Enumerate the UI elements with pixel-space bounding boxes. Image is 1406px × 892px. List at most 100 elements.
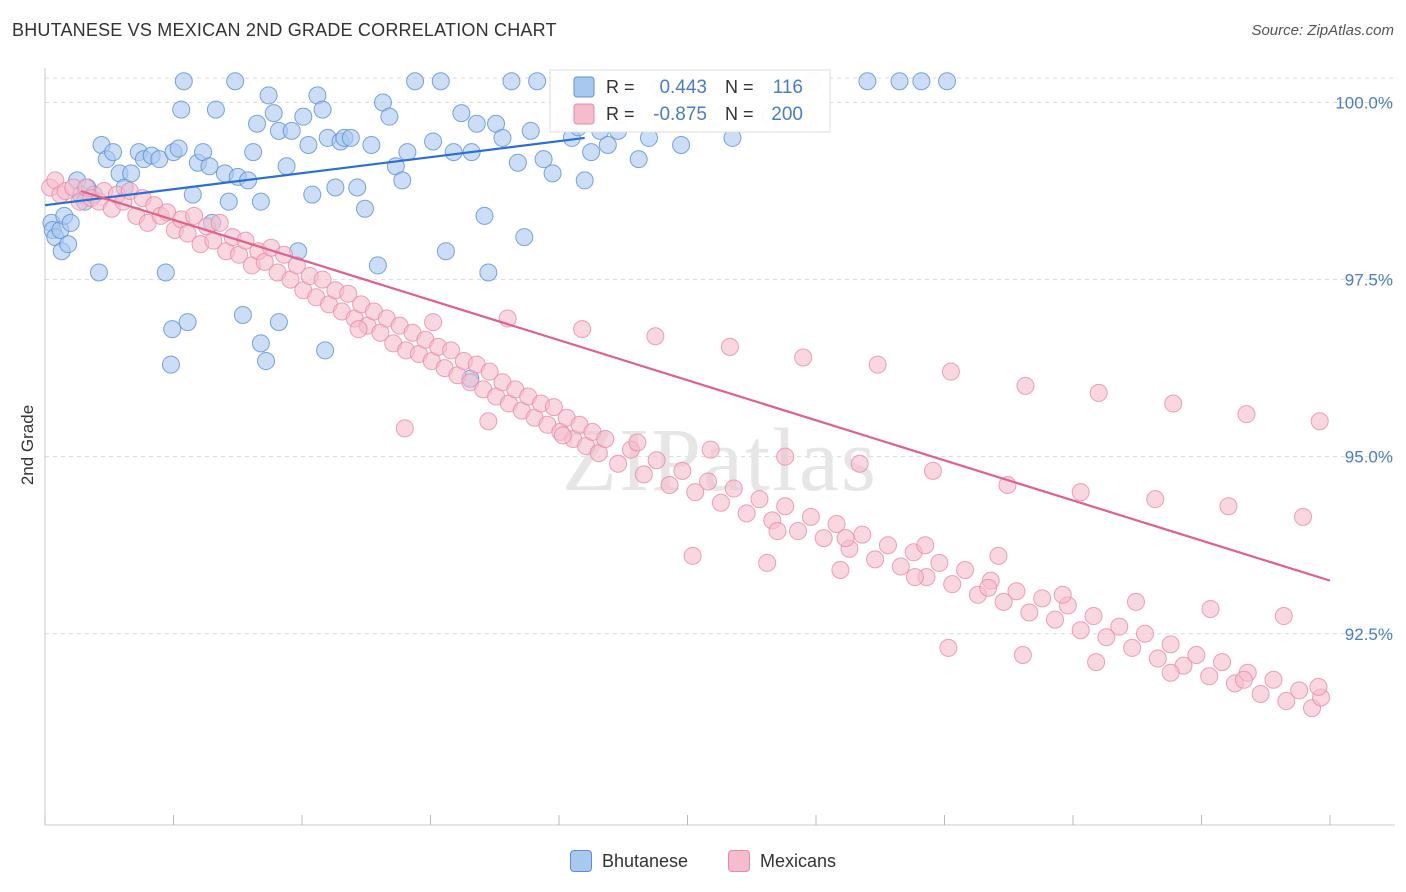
mexicans-point xyxy=(979,578,998,597)
bhutanese-point xyxy=(444,143,463,162)
bhutanese-point xyxy=(150,150,169,169)
legend-item-mexicans[interactable]: Mexicans xyxy=(728,850,836,872)
bhutanese-point xyxy=(104,143,123,162)
mexicans-point xyxy=(553,426,572,445)
stats-n-label: N = xyxy=(725,104,754,124)
bhutanese-point xyxy=(200,157,219,176)
bhutanese-point xyxy=(508,153,527,172)
stats-legend-box xyxy=(549,69,831,133)
mexicans-point xyxy=(836,529,855,548)
bhutanese-point xyxy=(313,100,332,119)
mexicans-point xyxy=(1053,585,1072,604)
mexicans-point xyxy=(185,206,204,225)
mexicans-point xyxy=(737,504,756,523)
bhutanese-point xyxy=(493,128,512,147)
chart-title: BHUTANESE VS MEXICAN 2ND GRADE CORRELATI… xyxy=(12,20,557,40)
stats-swatch-blue-icon xyxy=(573,76,595,98)
bhutanese-point xyxy=(380,107,399,126)
bhutanese-point xyxy=(59,235,78,254)
mexicans-point xyxy=(789,522,808,541)
bhutanese-point xyxy=(169,139,188,158)
bhutanese-point xyxy=(341,128,360,147)
mexicans-point xyxy=(1237,405,1256,424)
mexicans-point xyxy=(956,561,975,579)
bhutanese-point xyxy=(172,100,191,119)
source-credit: Source: ZipAtlas.com xyxy=(1251,22,1394,39)
bhutanese-point xyxy=(858,72,877,91)
mexicans-point xyxy=(1309,677,1328,696)
y-tick-label: 97.5% xyxy=(1345,271,1393,290)
bhutanese-point xyxy=(436,242,455,261)
mexicans-point xyxy=(1084,607,1103,626)
mexicans-point xyxy=(1294,507,1313,526)
bhutanese-point xyxy=(219,192,238,211)
mexicans-point xyxy=(1219,497,1238,516)
bhutanese-point xyxy=(206,100,225,119)
stats-n-value: 116 xyxy=(773,77,803,98)
bhutanese-point xyxy=(368,256,387,275)
mexicans-point xyxy=(850,454,869,473)
bottom-legend: Bhutanese Mexicans xyxy=(0,850,1406,872)
mexicans-point xyxy=(1164,394,1183,413)
mexicans-point xyxy=(424,313,443,332)
mexicans-point xyxy=(905,568,924,587)
bhutanese-point xyxy=(277,157,296,176)
mexicans-point xyxy=(853,525,872,544)
mexicans-point xyxy=(776,447,795,466)
bhutanese-trend-line xyxy=(44,136,585,207)
bhutanese-point xyxy=(156,263,175,282)
legend-item-bhutanese[interactable]: Bhutanese xyxy=(569,850,689,872)
bhutanese-point xyxy=(575,171,594,190)
y-tick-label: 100.0% xyxy=(1335,94,1393,113)
mexicans-point xyxy=(1234,670,1253,689)
bhutanese-point xyxy=(582,143,601,162)
mexicans-point xyxy=(720,337,739,356)
mexicans-point xyxy=(831,561,850,579)
mexicans-point xyxy=(1071,621,1090,640)
mexicans-point xyxy=(634,465,653,484)
mexicans-point xyxy=(628,433,647,452)
mexicans-point xyxy=(1187,646,1206,664)
bhutanese-point xyxy=(89,263,108,282)
bhutanese-point xyxy=(257,352,276,371)
mexicans-point xyxy=(943,575,962,594)
mexicans-point xyxy=(1161,635,1180,654)
y-axis-label: 2nd Grade xyxy=(18,405,37,485)
mexicans-point xyxy=(814,529,833,548)
bhutanese-point xyxy=(282,121,301,140)
mexicans-point xyxy=(891,557,910,576)
mexicans-point xyxy=(827,514,846,533)
bhutanese-point xyxy=(431,72,450,91)
mexicans-point xyxy=(544,398,563,417)
mexicans-point xyxy=(776,497,795,516)
mexicans-point xyxy=(1126,592,1145,611)
mexicans-point xyxy=(989,546,1008,565)
stats-swatch-pink-icon xyxy=(573,103,595,125)
bhutanese-point xyxy=(233,306,252,324)
legend-swatch-pink-icon xyxy=(728,850,751,872)
mexicans-point xyxy=(609,454,628,473)
mexicans-point xyxy=(480,362,499,381)
legend-label-bhutanese: Bhutanese xyxy=(601,850,689,871)
mexicans-point xyxy=(701,440,720,459)
mexicans-point xyxy=(1135,624,1154,643)
bhutanese-point xyxy=(303,185,322,204)
mexicans-point xyxy=(711,493,730,512)
stats-n-label: N = xyxy=(725,77,754,97)
bhutanese-point xyxy=(467,114,486,133)
bhutanese-point xyxy=(251,334,270,353)
bhutanese-point xyxy=(515,228,534,247)
mexicans-point xyxy=(647,451,666,470)
stats-r-label: R = xyxy=(606,77,635,97)
mexicans-point xyxy=(768,522,787,541)
bhutanese-point xyxy=(348,178,367,197)
bhutanese-point xyxy=(163,320,182,339)
mexicans-point xyxy=(210,213,229,232)
bhutanese-point xyxy=(534,150,553,169)
mexicans-point xyxy=(1148,649,1167,668)
mexicans-point xyxy=(794,348,813,367)
mexicans-point xyxy=(994,592,1013,611)
mexicans-point xyxy=(1123,638,1142,657)
mexicans-point xyxy=(596,429,615,448)
mexicans-point xyxy=(646,327,665,346)
